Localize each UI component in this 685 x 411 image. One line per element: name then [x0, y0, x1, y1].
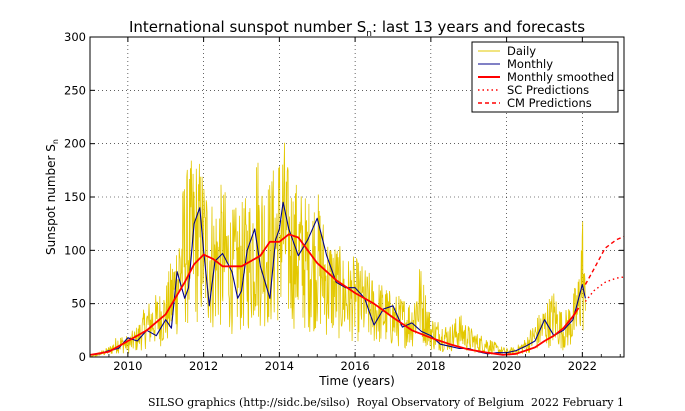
y-axis-label-subscript: n	[51, 139, 60, 144]
x-tick-label: 2022	[568, 359, 597, 373]
y-tick-label: 100	[64, 243, 86, 257]
x-tick-label: 2014	[265, 359, 294, 373]
x-tick-label: 2012	[189, 359, 218, 373]
cm-prediction-line	[584, 235, 624, 285]
smoothed-series-line	[90, 233, 580, 356]
x-tick-label: 2018	[416, 359, 445, 373]
x-tick-label: 2016	[340, 359, 369, 373]
sc-prediction-line	[584, 276, 624, 302]
legend-label-sc: SC Predictions	[507, 83, 589, 97]
y-axis-label: Sunspot number Sn	[44, 139, 60, 255]
plot-frame	[89, 36, 625, 358]
y-tick-label: 50	[71, 297, 86, 311]
daily-series-layer	[90, 142, 586, 357]
x-tick-label: 2010	[113, 359, 142, 373]
chart-title-subscript: n	[366, 29, 372, 39]
legend: Daily Monthly Monthly smoothed SC Predic…	[471, 41, 619, 113]
legend-label-daily: Daily	[507, 44, 536, 58]
footer-credit: SILSO graphics (http://sidc.be/silso) Ro…	[147, 396, 624, 409]
x-tick-label: 2020	[492, 359, 521, 373]
y-tick-label: 150	[64, 190, 86, 204]
monthly-series-line	[90, 201, 586, 356]
y-axis-label-main: Sunspot number S	[44, 144, 58, 255]
chart-title-main: International sunspot number S	[129, 18, 366, 36]
chart-title: International sunspot number Sn: last 13…	[129, 18, 585, 39]
y-tick-label: 200	[64, 137, 86, 151]
x-axis-label: Time (years)	[318, 374, 395, 388]
y-tick-label: 0	[79, 350, 86, 364]
tick-layer: 0 50 100 150 200 250 300 2010 2012 2014 2016 2018 20…	[64, 30, 624, 373]
y-tick-label: 250	[64, 83, 86, 97]
y-tick-label: 300	[64, 30, 86, 44]
chart-title-rest: : last 13 years and forecasts	[372, 18, 585, 36]
daily-series-line	[90, 142, 586, 357]
legend-label-cm: CM Predictions	[507, 96, 592, 110]
legend-label-monthly: Monthly	[507, 57, 553, 71]
legend-label-smoothed: Monthly smoothed	[507, 70, 614, 84]
series-layer	[90, 201, 624, 356]
